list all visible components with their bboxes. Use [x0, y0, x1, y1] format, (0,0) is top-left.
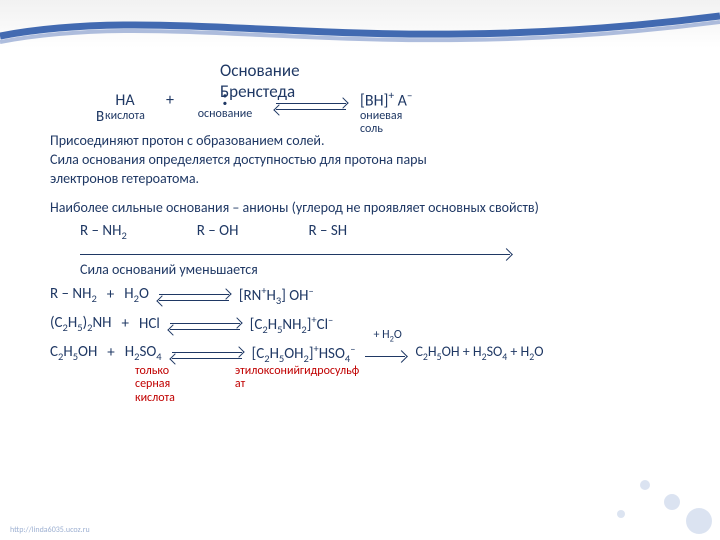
footer-url: http://linda6035.ucoz.ru — [10, 525, 90, 535]
rx3-arrow-wrap: + H2O — [365, 344, 405, 362]
product-col: [BH]+ A– ониевая соль — [360, 90, 480, 136]
slide-content: Основание Бренстеда HA кислота + : основ… — [50, 60, 670, 406]
rx3-notes: только серная кислота этилоксонийгидросу… — [135, 365, 670, 406]
rx3-arrow-1 — [172, 352, 242, 354]
series-rnh2: R – NH2 — [80, 222, 127, 242]
rx2-product: [C2H5NH2]+Cl– — [250, 313, 334, 336]
species-BH-A: [BH]+ A– — [360, 90, 413, 110]
para-1: Присоединяют протон с образованием солей… — [50, 132, 670, 189]
p1-l3: электронов гетероатома. — [50, 170, 199, 187]
label-base: основание — [198, 108, 253, 121]
decorative-dots — [600, 460, 720, 540]
rx2-hcl: HCl — [139, 315, 160, 333]
series-roh: R – OH — [197, 222, 239, 240]
reaction-1: R – NH2 + H2O [RN+H3] OH– — [50, 284, 670, 307]
rx3-product: [C2H5OH2]+HSO4– — [252, 342, 356, 365]
label-salt: ониевая соль — [360, 110, 402, 136]
reaction-2: (C2H5)2NH + HCl [C2H5NH2]+Cl– — [50, 313, 670, 336]
para-2: Наиболее сильные основания – анионы (угл… — [50, 199, 670, 218]
rx2-arrow — [170, 323, 240, 325]
series-rsh: R – SH — [308, 222, 347, 240]
rx1-h2o: H2O — [124, 285, 149, 305]
rx3-note-product: этилоксонийгидросульф ат — [235, 365, 359, 393]
rx3-over: + H2O — [373, 328, 401, 344]
series-caption: Сила оснований уменьшается — [80, 261, 670, 278]
rx1-arrow — [159, 294, 229, 296]
rx1-left: R – NH2 — [50, 285, 97, 305]
plus-1: + — [166, 91, 174, 110]
p1-l1: Присоединяют протон с образованием солей… — [50, 132, 325, 149]
species-HA: HA — [115, 92, 134, 110]
base-strength-series: R – NH2 R – OH R – SH Сила оснований уме… — [80, 222, 670, 278]
rx3-tail: C2H5OH + H2SO4 + H2O — [415, 343, 543, 363]
p1-l2: Сила основания определяется доступностью… — [50, 151, 427, 168]
equilibrium-arrow — [276, 103, 346, 105]
rx1-product: [RN+H3] OH– — [239, 284, 314, 307]
rx3-left: C2H5OH — [50, 343, 97, 363]
title-line1: Основание — [220, 60, 300, 81]
rx3-arrow-2 — [365, 356, 405, 357]
base-col: : основание — [180, 86, 270, 121]
rx2-left: (C2H5)2NH — [50, 314, 111, 334]
rx3-note-acid: только серная кислота — [135, 365, 175, 406]
label-acid: кислота — [105, 110, 145, 123]
reaction-3: C2H5OH + H2SO4 [C2H5OH2]+HSO4– + H2O C2H… — [50, 342, 670, 365]
series-arrow — [80, 254, 510, 255]
rx3-h2so4: H2SO4 — [125, 343, 162, 363]
top-swoosh — [0, 0, 720, 62]
